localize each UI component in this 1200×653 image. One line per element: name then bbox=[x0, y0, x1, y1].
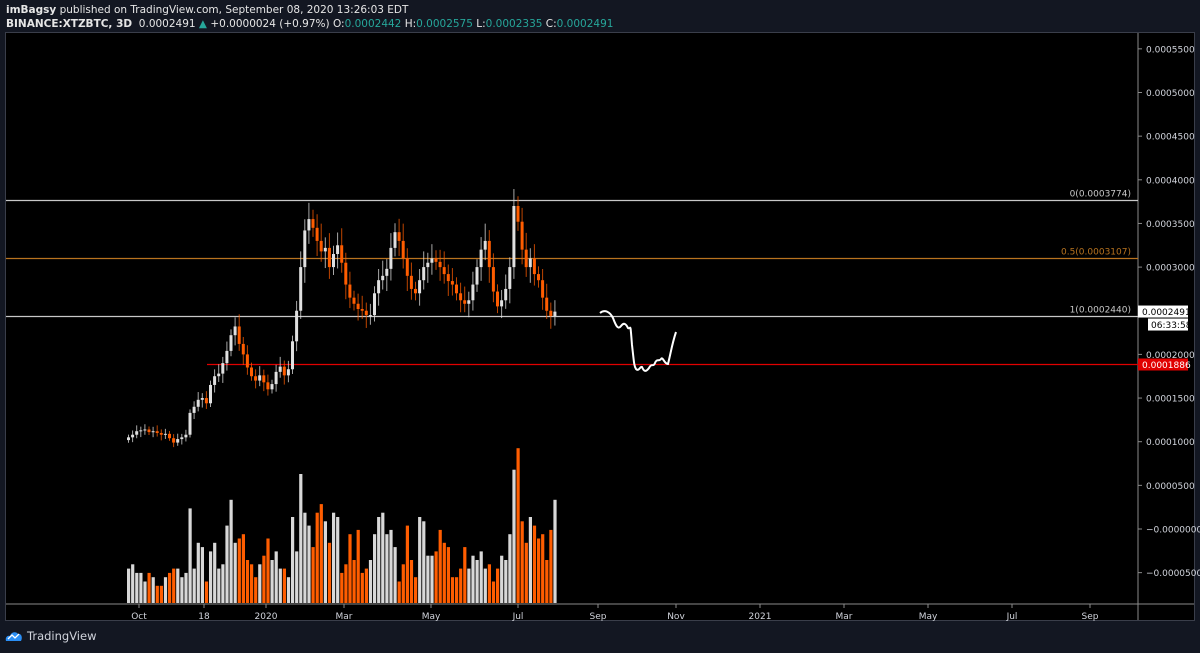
last-price: 0.0002491 bbox=[138, 18, 196, 30]
fib-label: 1(0.0002440) bbox=[1070, 306, 1131, 316]
price-labels: 0.0002491 06:33:58 0.0001886 bbox=[1138, 305, 1192, 371]
y-tick-label: 0.0005000 bbox=[1146, 89, 1195, 99]
svg-text:0.0001886: 0.0001886 bbox=[1142, 361, 1191, 371]
y-tick-label: 0.0004000 bbox=[1146, 176, 1195, 186]
svg-text:0.0002491: 0.0002491 bbox=[1142, 308, 1191, 318]
y-tick-label: −0.0000500 bbox=[1146, 569, 1200, 579]
y-tick-label: 0.0003000 bbox=[1146, 264, 1195, 274]
x-tick-label: 2020 bbox=[255, 612, 278, 622]
open-label: O: bbox=[332, 18, 345, 30]
tradingview-logo-icon[interactable] bbox=[5, 630, 23, 642]
ohlc-line: BINANCE:XTZBTC, 3D 0.0002491 ▲ +0.000002… bbox=[6, 17, 613, 31]
projection-path[interactable] bbox=[599, 310, 677, 372]
x-tick-label: Jul bbox=[512, 612, 524, 622]
footer: TradingView bbox=[5, 629, 96, 643]
tradingview-brand[interactable]: TradingView bbox=[27, 629, 97, 643]
fib-label: 0.5(0.0003107) bbox=[1061, 248, 1131, 258]
chart-frame[interactable] bbox=[5, 32, 1195, 621]
low-label: L: bbox=[476, 18, 486, 30]
publish-info: published on TradingView.com, September … bbox=[59, 4, 409, 16]
fib-label: 0(0.0003774) bbox=[1070, 190, 1131, 200]
y-tick-label: 0.0000500 bbox=[1146, 482, 1195, 492]
x-tick-label: 2021 bbox=[749, 612, 772, 622]
last-price-badge bbox=[1138, 305, 1188, 318]
low-value: 0.0002335 bbox=[485, 18, 543, 30]
high-value: 0.0002575 bbox=[416, 18, 473, 30]
chart-header: imBagsy published on TradingView.com, Se… bbox=[6, 3, 613, 31]
candles bbox=[127, 189, 557, 448]
x-tick-label: 18 bbox=[198, 612, 210, 622]
y-tick-label: 0.0002000 bbox=[1146, 351, 1195, 361]
x-tick-label: May bbox=[919, 612, 938, 622]
close-label: C: bbox=[545, 18, 557, 30]
x-tick-label: Jul bbox=[1006, 612, 1018, 622]
volume-bars bbox=[127, 448, 557, 603]
y-tick-label: 0.0001000 bbox=[1146, 438, 1195, 448]
x-tick-label: Mar bbox=[336, 612, 353, 622]
y-tick-label: 0.0001500 bbox=[1146, 395, 1195, 405]
x-tick-label: May bbox=[422, 612, 441, 622]
close-value: 0.0002491 bbox=[556, 18, 614, 30]
y-tick-label: 0.0004500 bbox=[1146, 133, 1195, 143]
y-tick-label: 0.0005500 bbox=[1146, 45, 1195, 55]
x-tick-label: Sep bbox=[1082, 612, 1099, 622]
countdown-badge bbox=[1148, 318, 1188, 331]
x-tick-label: Sep bbox=[590, 612, 607, 622]
x-tick-label: Oct bbox=[131, 612, 147, 622]
y-tick-label: −0.0000000 bbox=[1146, 526, 1200, 536]
publish-line: imBagsy published on TradingView.com, Se… bbox=[6, 3, 613, 17]
axes: 0.0005500 0.0005000 0.0004500 0.0004000 0.00… bbox=[6, 33, 1200, 622]
change-value: +0.0000024 (+0.97%) bbox=[210, 18, 330, 30]
svg-text:06:33:58: 06:33:58 bbox=[1151, 321, 1192, 331]
fib-levels[interactable]: 0(0.0003774) 0.5(0.0003107) 1(0.0002440) bbox=[6, 190, 1138, 366]
high-label: H: bbox=[404, 18, 417, 30]
open-value: 0.0002442 bbox=[344, 18, 402, 30]
support-price-badge bbox=[1138, 358, 1188, 371]
x-tick-label: Nov bbox=[667, 612, 685, 622]
change-arrow-icon: ▲ bbox=[198, 18, 207, 30]
author-name[interactable]: imBagsy bbox=[6, 4, 57, 16]
x-tick-label: Mar bbox=[836, 612, 853, 622]
y-tick-label: 0.0003500 bbox=[1146, 220, 1195, 230]
symbol-label: BINANCE:XTZBTC, 3D bbox=[6, 18, 133, 30]
